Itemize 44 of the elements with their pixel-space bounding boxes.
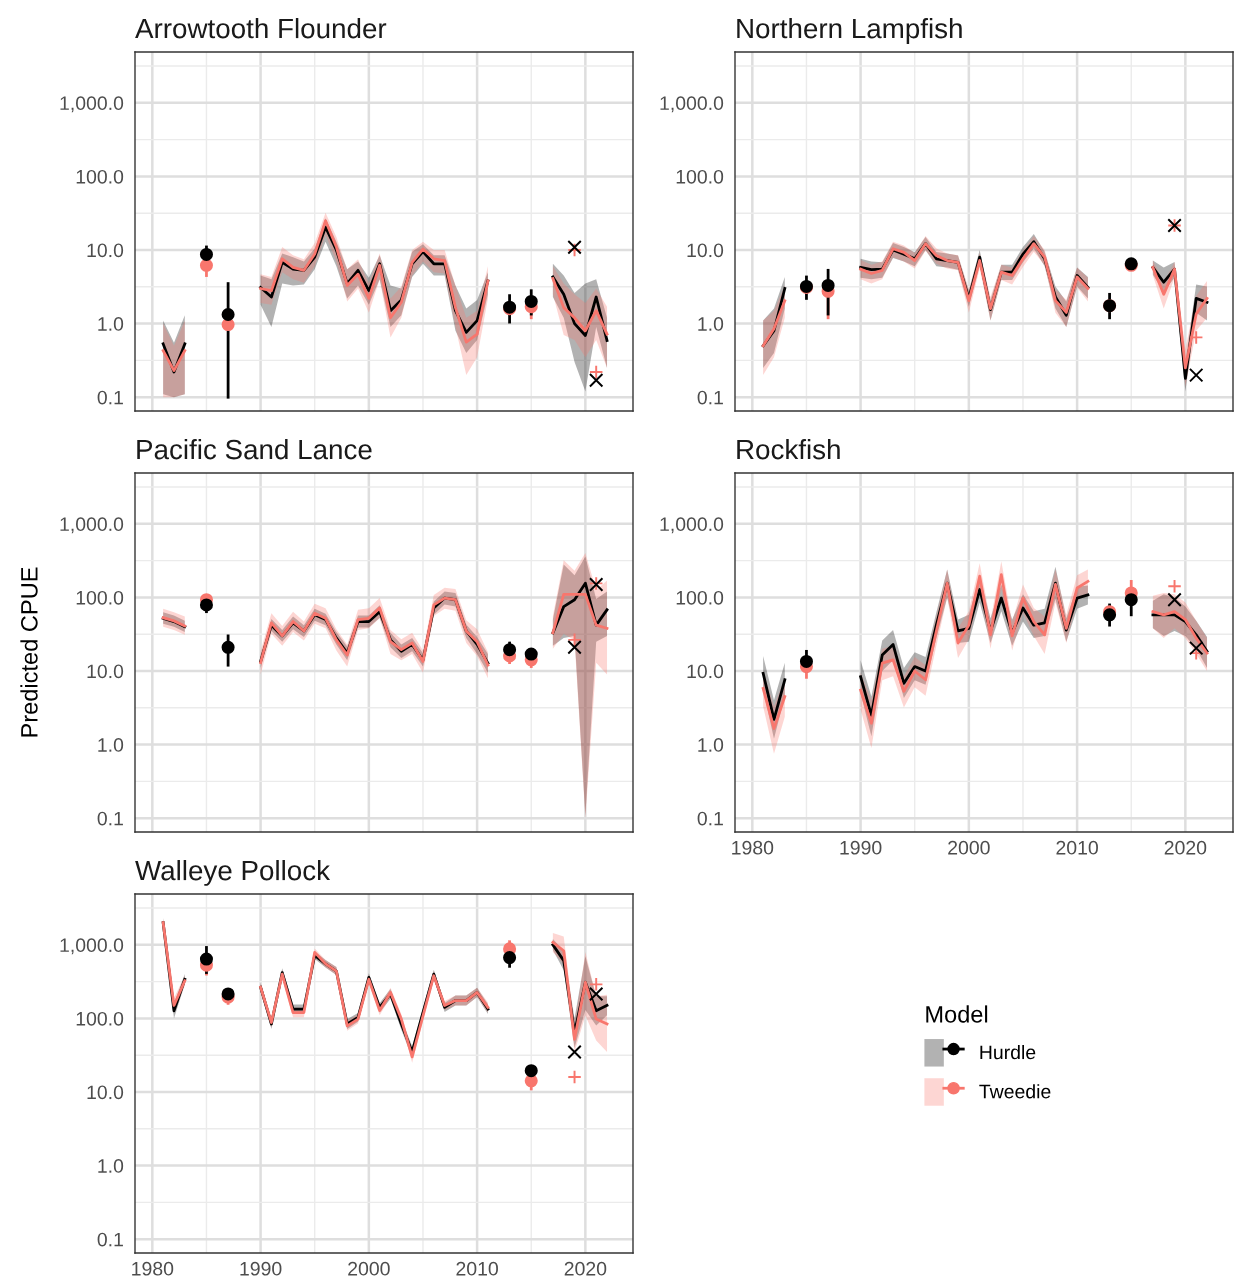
y-tick-label: 10.0 xyxy=(87,243,124,258)
legend-label: Tweedie xyxy=(979,1084,1051,1099)
x-tick-label: 1990 xyxy=(240,1261,282,1276)
chart-title: Arrowtooth Flounder xyxy=(135,17,387,39)
y-tick-label: 1,000.0 xyxy=(660,517,724,534)
y-tick-label: 1,000.0 xyxy=(660,96,724,113)
y-tick-label: 1.0 xyxy=(698,738,724,752)
x-tick-label: 1980 xyxy=(132,1261,174,1276)
x-tick-label: 2000 xyxy=(348,1261,390,1276)
chart-title: Walleye Pollock xyxy=(135,859,331,886)
y-tick-label: 100.0 xyxy=(76,590,124,605)
y-tick-label: 1,000.0 xyxy=(60,96,124,113)
y-tick-label: 100.0 xyxy=(676,169,724,184)
y-axis-title: Predicted CPUE xyxy=(20,567,38,737)
y-tick-label: 100.0 xyxy=(76,1011,124,1026)
y-tick-label: 100.0 xyxy=(676,590,724,605)
chart-title: Pacific Sand Lance xyxy=(137,438,372,460)
x-tick-label: 2010 xyxy=(456,1261,498,1276)
x-tick-label: 1990 xyxy=(840,840,882,855)
y-tick-label: 0.1 xyxy=(97,1232,123,1247)
x-tick-label: 2020 xyxy=(564,1261,607,1276)
y-tick-label: 10.0 xyxy=(687,664,724,679)
y-tick-label: 10.0 xyxy=(687,243,724,258)
y-tick-label: 10.0 xyxy=(87,664,124,679)
y-tick-label: 1,000.0 xyxy=(60,517,124,534)
y-tick-label: 1,000.0 xyxy=(60,938,124,955)
x-tick-label: 2020 xyxy=(1164,840,1207,855)
chart-title: Northern Lampfish xyxy=(737,17,962,44)
y-tick-label: 1.0 xyxy=(698,317,724,331)
y-tick-label: 100.0 xyxy=(76,169,124,184)
x-tick-label: 2000 xyxy=(948,840,990,855)
legend-label: Hurdle xyxy=(980,1044,1036,1060)
x-tick-label: 2010 xyxy=(1056,840,1098,855)
y-tick-label: 1.0 xyxy=(98,738,124,752)
y-tick-label: 1.0 xyxy=(98,1159,124,1173)
y-tick-label: 0.1 xyxy=(697,390,723,405)
chart-title: Rockfish xyxy=(737,438,840,460)
legend-title: Model xyxy=(926,1005,988,1023)
y-tick-label: 0.1 xyxy=(697,811,723,826)
y-tick-label: 10.0 xyxy=(87,1085,124,1100)
y-tick-label: 0.1 xyxy=(97,390,123,405)
y-tick-label: 0.1 xyxy=(97,811,123,826)
y-tick-label: 1.0 xyxy=(98,317,124,331)
x-tick-label: 1980 xyxy=(732,840,774,855)
